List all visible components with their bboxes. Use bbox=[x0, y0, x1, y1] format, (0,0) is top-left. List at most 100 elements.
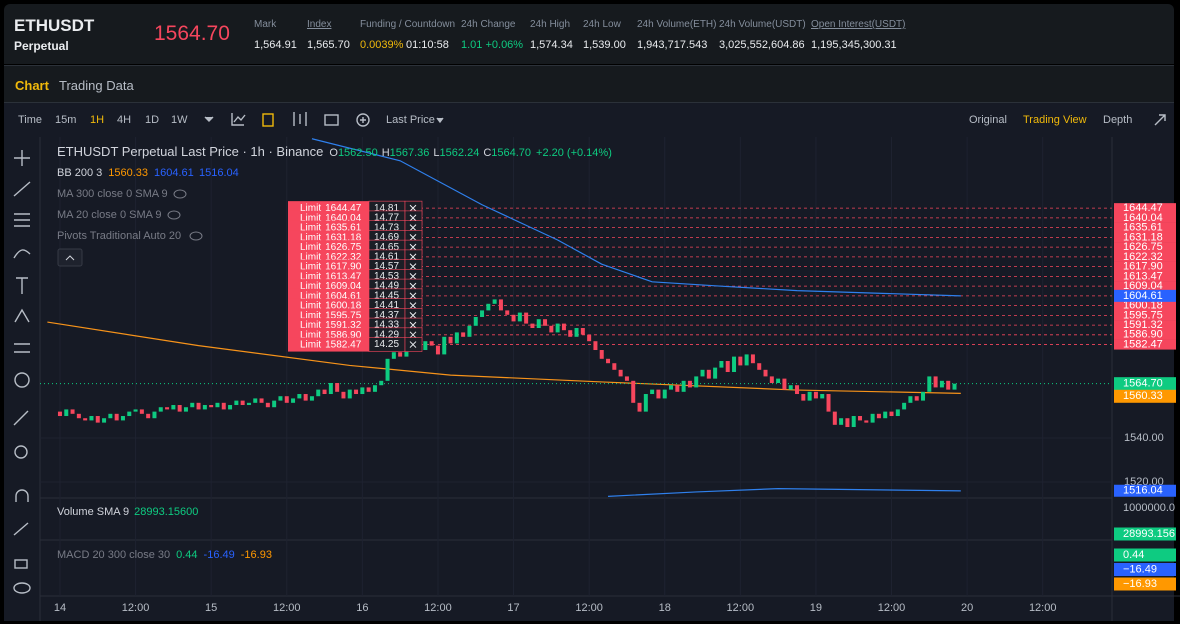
tab[interactable]: Chart bbox=[15, 78, 49, 93]
candle bbox=[461, 332, 466, 337]
cancel-icon[interactable] bbox=[409, 234, 417, 241]
cancel-icon[interactable] bbox=[409, 282, 417, 290]
candle bbox=[883, 411, 888, 419]
candle bbox=[177, 405, 182, 412]
candle bbox=[606, 358, 611, 364]
order-qty: 14.65 bbox=[374, 242, 399, 253]
interval-button[interactable]: 1D bbox=[145, 114, 159, 126]
candle bbox=[732, 356, 737, 373]
order-text: Limit 1617.90 bbox=[300, 261, 362, 272]
cancel-icon[interactable] bbox=[409, 253, 417, 261]
candle bbox=[259, 398, 264, 403]
interval-button[interactable]: 4H bbox=[117, 114, 131, 126]
cancel-icon[interactable] bbox=[409, 204, 417, 212]
candle bbox=[801, 394, 806, 401]
cancel-icon[interactable] bbox=[409, 321, 417, 329]
hidden-icon[interactable] bbox=[173, 189, 187, 199]
candle bbox=[580, 328, 585, 335]
candle bbox=[215, 402, 220, 408]
view-button[interactable]: Original bbox=[969, 114, 1007, 126]
interval-button[interactable]: 15m bbox=[55, 114, 76, 126]
candle bbox=[574, 328, 579, 337]
candle bbox=[360, 387, 365, 395]
candle bbox=[120, 416, 125, 421]
order-label[interactable]: Limit 1582.47 14.25 bbox=[288, 337, 423, 352]
candle bbox=[83, 418, 88, 421]
bb-legend: BB 200 3 1560.33 1604.61 1516.04 bbox=[57, 167, 239, 179]
candle bbox=[246, 402, 251, 406]
last-price-tag-bg bbox=[1114, 377, 1176, 391]
candle bbox=[757, 363, 762, 370]
candle bbox=[706, 369, 711, 379]
candle bbox=[826, 394, 831, 412]
tab[interactable]: Trading Data bbox=[59, 78, 134, 93]
candle bbox=[782, 378, 787, 390]
candle bbox=[832, 411, 837, 425]
symbol[interactable]: ETHUSDT bbox=[14, 16, 95, 35]
order-type: Limit bbox=[300, 339, 321, 350]
view-button[interactable]: Depth bbox=[1103, 114, 1132, 126]
candle bbox=[152, 411, 157, 419]
cancel-icon[interactable] bbox=[409, 214, 417, 222]
contract-type: Perpetual bbox=[14, 39, 69, 53]
stat-value: 1,574.34 bbox=[530, 39, 573, 51]
order-price-tag-bg bbox=[1114, 339, 1176, 350]
interval-button[interactable]: Time bbox=[18, 114, 42, 126]
order-type: Limit bbox=[300, 281, 321, 292]
candle bbox=[864, 420, 869, 423]
order-price-tag-bg bbox=[1114, 251, 1176, 262]
interval-button[interactable]: 1W bbox=[171, 114, 188, 126]
stat-label: Open Interest(USDT) bbox=[811, 19, 906, 30]
ohlc-key: C bbox=[483, 147, 491, 159]
cancel-icon[interactable] bbox=[409, 331, 417, 339]
order-type: Limit bbox=[300, 242, 321, 253]
order-text: Limit 1609.04 bbox=[300, 281, 362, 292]
candle bbox=[687, 380, 692, 388]
cancel-icon[interactable] bbox=[409, 263, 417, 270]
interval-button[interactable]: 1H bbox=[90, 114, 104, 126]
ohlc-key: O bbox=[329, 147, 338, 159]
order-price-tag-bg bbox=[1114, 320, 1176, 331]
x-tick-label: 14 bbox=[54, 602, 66, 614]
order-qty: 14.33 bbox=[374, 320, 399, 331]
stat-value: 1,564.91 bbox=[254, 39, 297, 51]
macd-tag-bg bbox=[1114, 577, 1176, 591]
bb-upper-tag: 1604.61 bbox=[1123, 290, 1163, 302]
candle bbox=[876, 413, 881, 419]
cancel-icon[interactable] bbox=[409, 273, 417, 280]
candle bbox=[158, 407, 163, 412]
last-price-tag: 1564.70 bbox=[1123, 378, 1163, 390]
stat-value: 1,565.70 bbox=[307, 39, 350, 51]
cancel-icon[interactable] bbox=[409, 302, 417, 309]
order-qty: 14.61 bbox=[374, 252, 399, 263]
cancel-icon[interactable] bbox=[409, 224, 417, 231]
candle bbox=[889, 411, 894, 417]
candle bbox=[442, 336, 447, 355]
cancel-icon[interactable] bbox=[409, 311, 417, 319]
drawing-tools[interactable] bbox=[13, 150, 31, 594]
price-source[interactable]: Last Price bbox=[386, 114, 435, 126]
cancel-icon[interactable] bbox=[409, 292, 417, 300]
view-button[interactable]: Trading View bbox=[1023, 114, 1087, 126]
order-type: Limit bbox=[300, 261, 321, 272]
hidden-icon[interactable] bbox=[189, 231, 203, 241]
candle bbox=[228, 405, 233, 410]
collapse-button[interactable] bbox=[57, 248, 83, 267]
hidden-icon[interactable] bbox=[167, 210, 181, 220]
candle bbox=[769, 376, 774, 384]
candle bbox=[914, 396, 919, 401]
candle bbox=[322, 389, 327, 395]
candle bbox=[618, 369, 623, 377]
order-price-tag: 1644.47 bbox=[1123, 202, 1163, 214]
x-tick-label: 19 bbox=[810, 602, 822, 614]
cancel-icon[interactable] bbox=[409, 243, 417, 251]
cancel-icon[interactable] bbox=[409, 341, 417, 348]
bb-lower-tag-bg bbox=[1114, 484, 1176, 497]
toolbar-bg bbox=[4, 102, 1174, 137]
order-type: Limit bbox=[300, 232, 321, 243]
candle bbox=[543, 319, 548, 326]
order-price: 1595.75 bbox=[325, 310, 362, 321]
y-tick-label: 1540.00 bbox=[1124, 432, 1164, 444]
order-price-tag: 1609.04 bbox=[1123, 280, 1163, 292]
